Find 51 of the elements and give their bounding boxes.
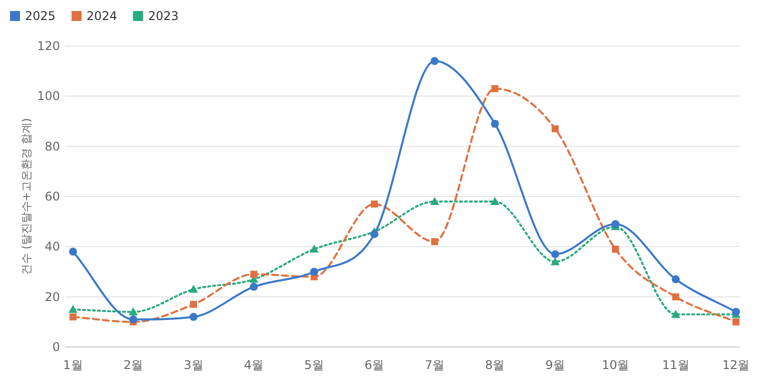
x-tick-label: 12월 <box>722 358 750 372</box>
x-tick-label: 4월 <box>244 358 264 372</box>
legend-label: 2024 <box>86 9 118 23</box>
point <box>431 238 438 246</box>
point <box>129 315 138 324</box>
point <box>490 197 500 206</box>
point <box>551 250 560 258</box>
x-tick-label: 6월 <box>364 358 384 372</box>
point <box>430 57 439 66</box>
point <box>190 300 198 308</box>
point <box>310 244 319 253</box>
x-tick-label: 5월 <box>304 358 324 372</box>
x-tick-label: 1월 <box>63 358 83 372</box>
point <box>490 120 499 128</box>
point <box>310 268 318 276</box>
x-tick-label: 9월 <box>545 358 565 372</box>
legend-label: 2025 <box>25 9 56 23</box>
point <box>68 304 78 313</box>
legend-label: 2023 <box>148 9 179 23</box>
y-tick-label: 20 <box>44 290 60 304</box>
x-tick-label: 8월 <box>485 358 505 372</box>
point <box>671 310 680 318</box>
point <box>70 313 76 320</box>
point <box>370 200 378 208</box>
point <box>552 125 559 132</box>
y-tick-label: 40 <box>44 240 60 254</box>
x-tick-label: 10월 <box>602 358 630 372</box>
y-tick-label: 80 <box>44 139 60 154</box>
point <box>672 293 680 300</box>
x-tick-label: 7월 <box>424 358 444 372</box>
y-tick-label: 120 <box>37 39 60 53</box>
point <box>69 248 77 256</box>
y-tick-label: 60 <box>44 190 60 204</box>
point <box>190 312 198 321</box>
point <box>550 257 560 266</box>
point <box>612 246 619 253</box>
point <box>491 85 498 92</box>
x-tick-label: 2월 <box>123 358 144 372</box>
point <box>672 275 680 284</box>
y-axis-title: 건수 (탈진탈수+고온환경 합계) <box>20 118 33 275</box>
point <box>189 284 198 293</box>
point <box>250 270 258 278</box>
x-tick-label: 3월 <box>184 358 204 372</box>
point <box>430 197 440 206</box>
x-tick-label: 11월 <box>662 358 690 372</box>
y-tick-label: 0 <box>52 340 60 354</box>
point <box>250 282 258 291</box>
y-tick-label: 100 <box>37 89 60 104</box>
point <box>370 230 378 238</box>
point <box>128 307 138 316</box>
point <box>732 318 740 326</box>
